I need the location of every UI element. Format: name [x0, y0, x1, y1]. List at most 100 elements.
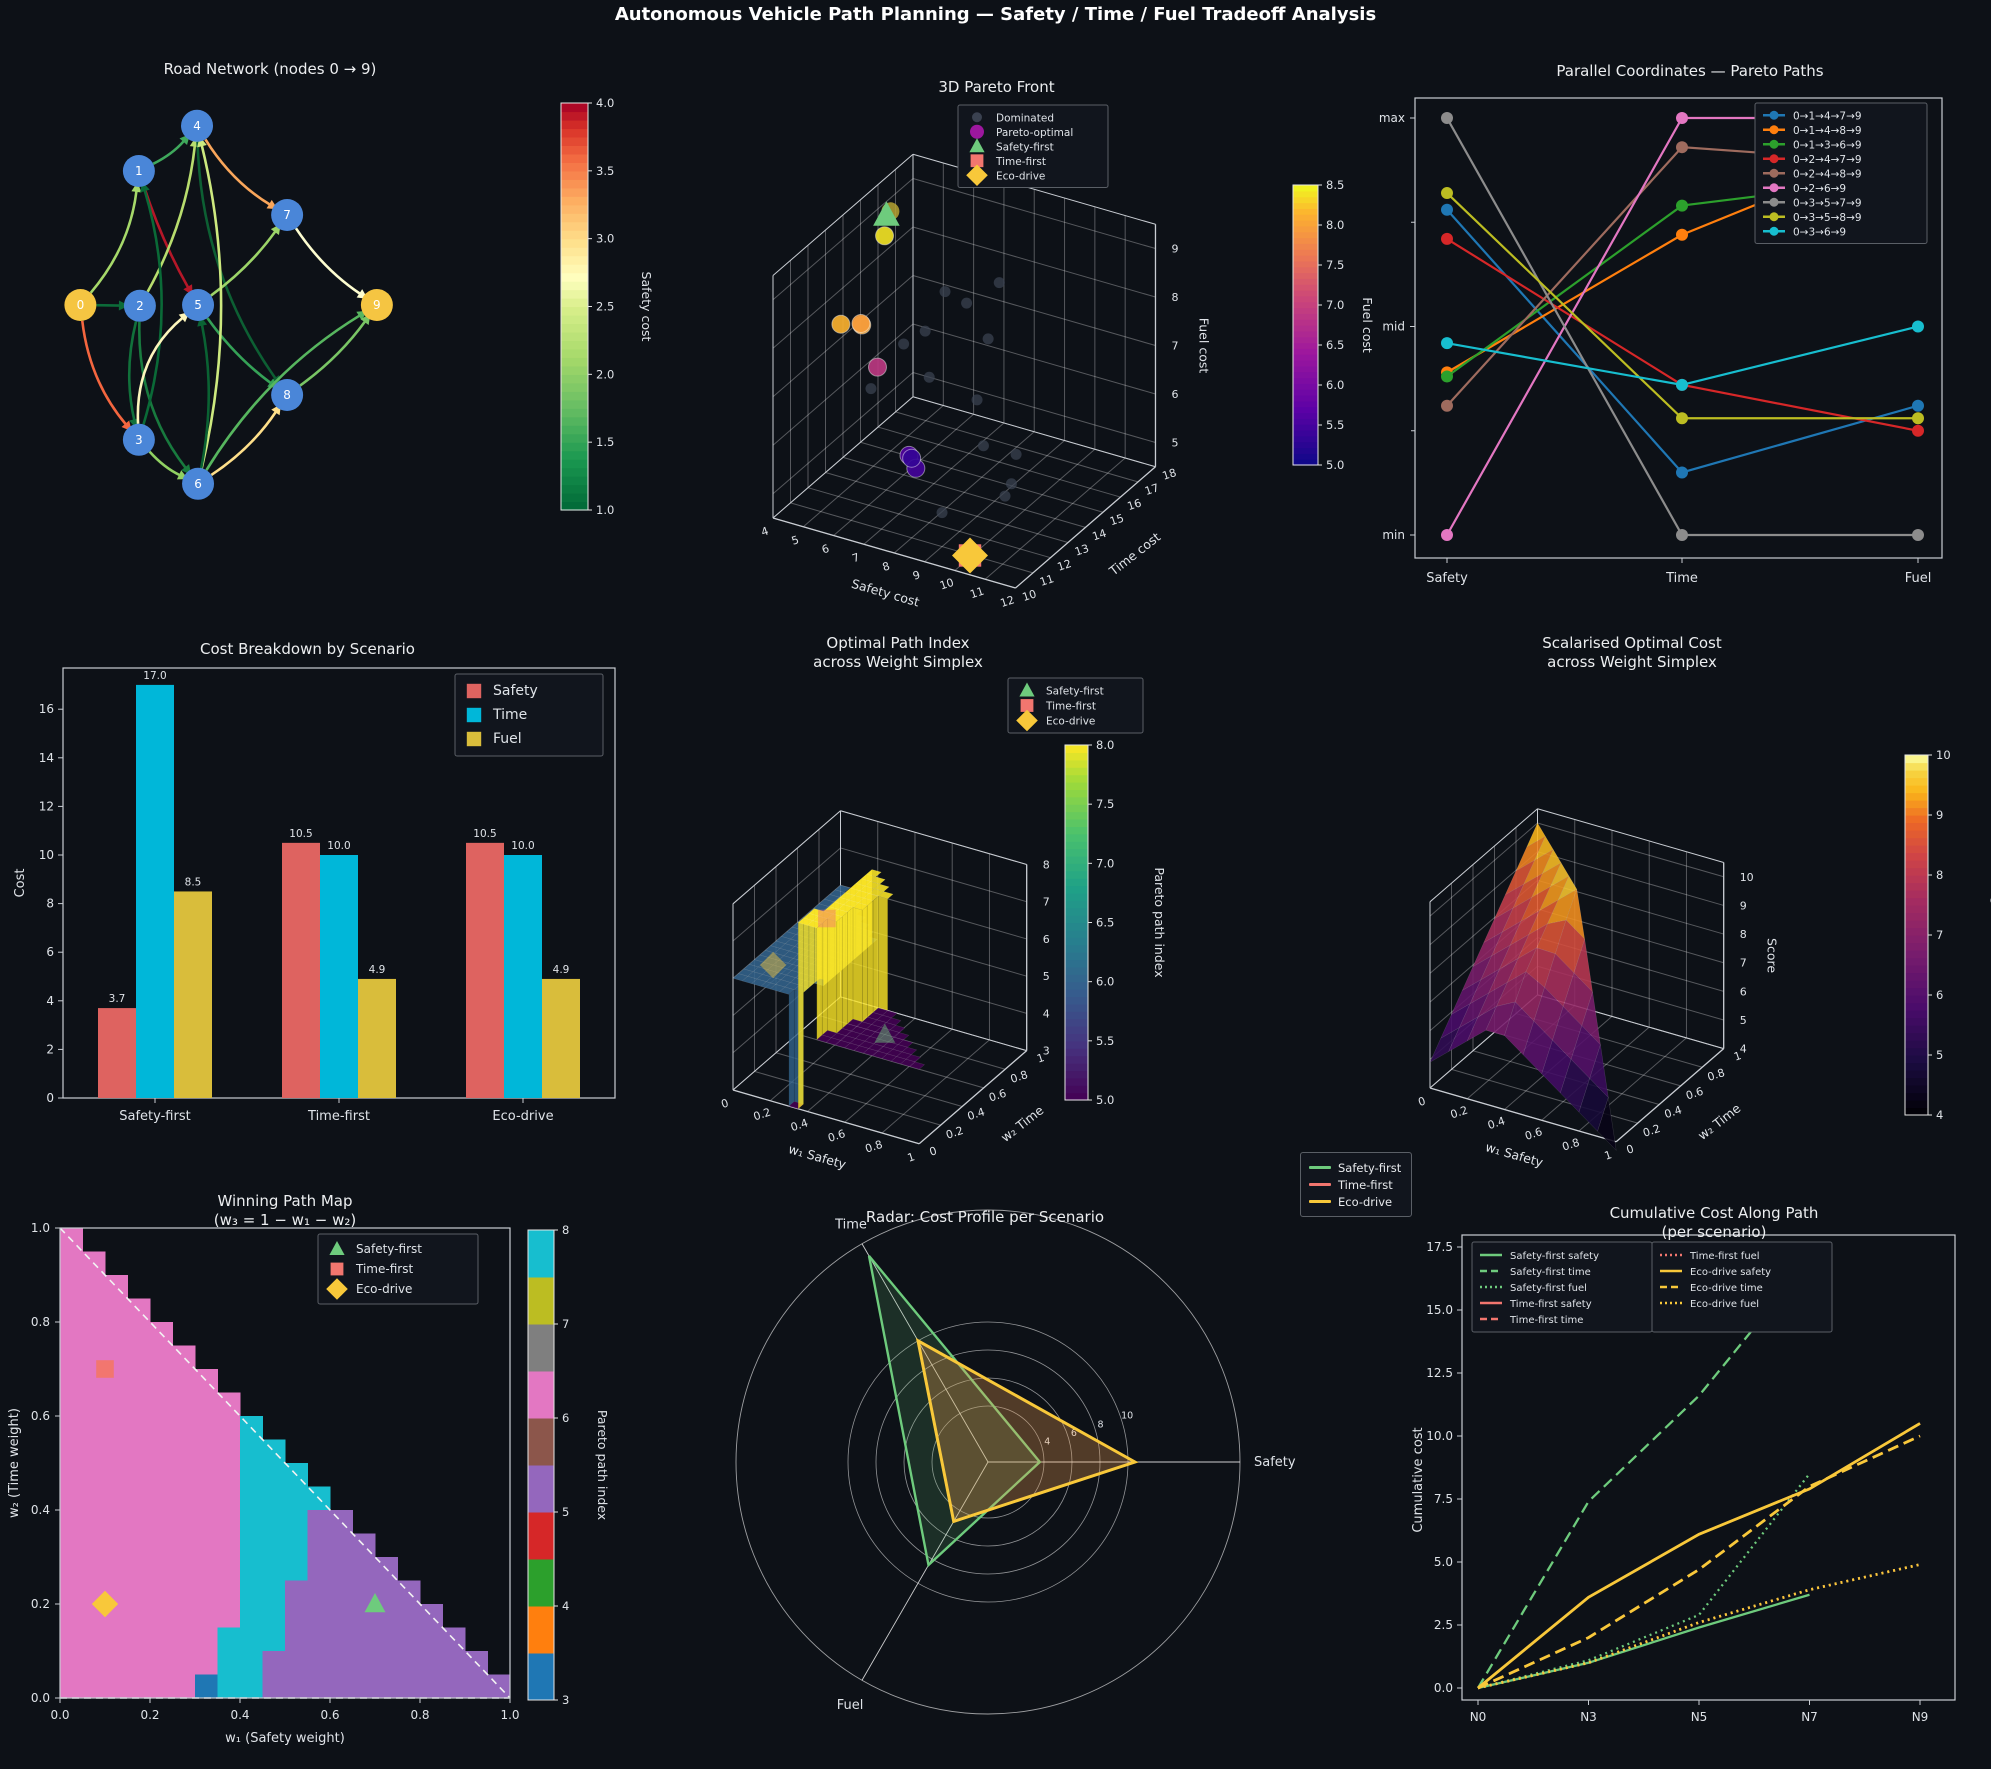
heatmap-cell: [150, 1416, 173, 1440]
network-edge: [294, 227, 361, 295]
heatmap-cell: [127, 1651, 151, 1675]
dot-marker: [1769, 226, 1779, 236]
legend-item-label: Time-first: [1045, 701, 1096, 713]
path-point: [1441, 399, 1453, 412]
x-tick-3d: 1: [906, 1150, 917, 1165]
surface-wall: [788, 989, 795, 1107]
colorbar-tick: 5.0: [1326, 458, 1344, 472]
radar-grid: Safety Time Fuel 4 6 8 10: [735, 1209, 1296, 1715]
z-tick-3d: 6: [1043, 933, 1050, 946]
heatmap-cell: [82, 1463, 106, 1487]
colorbar-tick: 10: [1936, 748, 1951, 762]
network-edge: [152, 140, 185, 166]
heatmap-cell: [262, 1463, 286, 1487]
heatmap-cell: [420, 1604, 443, 1628]
surface-face: [1512, 872, 1544, 909]
z-tick-3d: 7: [1171, 340, 1178, 353]
heatmap-cell: [307, 1557, 331, 1581]
heatmap-cell: [172, 1345, 196, 1370]
network-edge: [206, 317, 272, 385]
road-network-chart: 0 1 2 3 4 5 6 7 8 9 1.0 1.5 2.0 2.5 3.0 3.5 4.0 Safety co…: [64, 96, 654, 517]
heatmap-cell: [60, 1557, 83, 1581]
colorbar-tick: 8: [1936, 868, 1943, 882]
x-tick-label: 0.0: [50, 1708, 69, 1722]
heatmap-cell: [262, 1439, 286, 1464]
surface-face: [868, 888, 885, 897]
heatmap-cell: [330, 1580, 353, 1605]
y-tick-label: 7.5: [1434, 1492, 1453, 1506]
path-point: [1441, 232, 1453, 245]
radar-chart: Safety Time Fuel 4 6 8 10: [735, 1209, 1296, 1715]
heatmap-cell: [217, 1416, 241, 1440]
colorbar: 5.0 5.5 6.0 6.5 7.0 7.5 8.0 8.5 Fuel cost: [1292, 178, 1375, 472]
x-tick-label: N7: [1801, 1710, 1818, 1724]
heatmap-cell: [82, 1275, 106, 1299]
heatmap-cell: [127, 1557, 151, 1581]
parallel-coords-chart: max mid min Safety Time Fuel 0→1→4→7→9 0→1→4→8→…: [1379, 97, 1943, 586]
network-edge: [299, 320, 367, 387]
colorbar-tick: 2.5: [596, 300, 614, 314]
surface-face: [760, 981, 777, 990]
z-tick-3d: 7: [1740, 957, 1747, 970]
x-tick-label: Safety-first: [119, 1109, 190, 1124]
heatmap-cell: [150, 1439, 173, 1464]
heatmap-cell: [487, 1674, 511, 1699]
surface-face: [1544, 953, 1575, 1008]
square-marker: [970, 154, 984, 168]
heatmap-cell: [240, 1510, 263, 1534]
surface-wall: [797, 917, 804, 1110]
heatmap-cell: [82, 1486, 106, 1511]
y-tick-3d: 0.2: [1641, 1122, 1662, 1140]
heatmap-cell: [262, 1557, 286, 1581]
y-tick-label: 5.0: [1434, 1555, 1453, 1569]
colorbar-tick: 7.5: [1096, 797, 1114, 811]
x-tick-3d: 4: [760, 524, 771, 539]
radar-series: [867, 1255, 1139, 1568]
heatmap-cell: [82, 1627, 106, 1652]
bar-value-label: 3.7: [109, 993, 126, 1005]
dot-marker: [1769, 125, 1779, 135]
y-axis-label-3d: Time cost: [1105, 529, 1163, 579]
surface-wall: [816, 922, 823, 1041]
heatmap-cell: [442, 1674, 466, 1699]
heatmap-cell: [330, 1627, 353, 1652]
cumulative-chart: 0.0 2.5 5.0 7.5 10.0 12.5 15.0 17.5 N0 N3 N5 N7 N9 Cu…: [1411, 1234, 1956, 1724]
surface-face: [878, 1034, 895, 1043]
surface-face: [772, 960, 789, 969]
heatmap-cell: [60, 1486, 83, 1511]
z-tick-3d: 6: [1171, 388, 1178, 401]
cost-line: [1477, 1473, 1811, 1690]
z-tick-3d: 4: [1740, 1043, 1747, 1056]
colorbar-tick: 7.0: [1096, 856, 1114, 870]
colorbar-tick: 6.5: [1096, 916, 1114, 930]
heatmap-cell: [330, 1510, 353, 1534]
heatmap-cell: [217, 1604, 241, 1628]
legend-item-label: Safety-first time: [1510, 1267, 1591, 1278]
y-tick-label: 10: [39, 848, 54, 862]
heatmap-cell: [127, 1510, 151, 1534]
heatmap-cell: [127, 1345, 151, 1370]
heatmap-cell: [60, 1510, 83, 1534]
y-tick-label: 0: [46, 1091, 54, 1105]
colorbar-tick: 7: [562, 1317, 569, 1331]
square-marker: [330, 1262, 344, 1276]
y-tick-3d: 16: [1126, 496, 1143, 513]
network-node-label: 8: [283, 388, 291, 402]
x-tick-3d: 0.2: [1449, 1104, 1470, 1122]
heatmap-cell: [150, 1557, 173, 1581]
x-tick-3d: 12: [999, 593, 1016, 610]
x-axis-label-3d: w₁ Safety: [787, 1141, 849, 1172]
heatmap-cell: [330, 1533, 353, 1558]
heatmap-cell: [127, 1439, 151, 1464]
dominated-point: [923, 371, 935, 383]
heatmap-cell: [127, 1674, 151, 1699]
heatmap-cell: [217, 1557, 241, 1581]
heatmap-cell: [172, 1369, 196, 1393]
network-edge: [210, 410, 278, 477]
diamond-marker: [326, 1278, 348, 1300]
heatmap-cell: [60, 1604, 83, 1628]
cost-breakdown-title: Cost Breakdown by Scenario: [200, 640, 415, 658]
heatmap-cell: [105, 1510, 128, 1534]
surface-face: [860, 1028, 877, 1037]
road-network-title: Road Network (nodes 0 → 9): [163, 60, 377, 78]
